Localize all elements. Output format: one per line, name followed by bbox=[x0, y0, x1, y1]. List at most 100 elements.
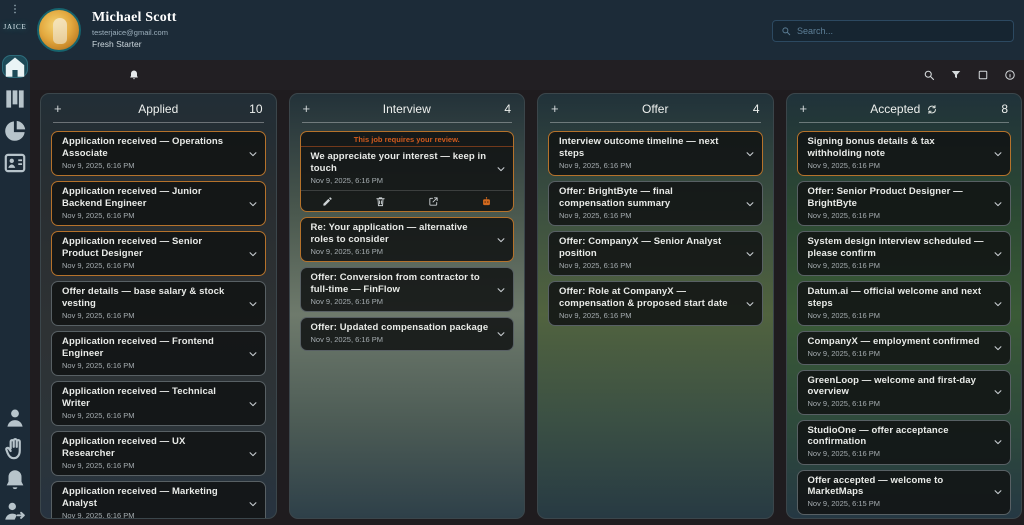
add-card-button[interactable]: + bbox=[799, 101, 808, 116]
sidebar-item-hand[interactable] bbox=[2, 437, 28, 460]
sidebar-item-profile[interactable] bbox=[2, 406, 28, 429]
ai-review-button[interactable] bbox=[460, 196, 513, 207]
chevron-down-icon[interactable] bbox=[993, 343, 1003, 353]
card-title: Interview outcome timeline — next steps bbox=[559, 136, 719, 159]
chevron-down-icon[interactable] bbox=[248, 449, 258, 459]
sidebar-item-board[interactable] bbox=[2, 87, 28, 110]
chevron-down-icon[interactable] bbox=[248, 199, 258, 209]
job-card[interactable]: Datum.ai — official welcome and next ste… bbox=[796, 281, 1011, 326]
job-card[interactable]: Application received — UX Researcher Nov … bbox=[51, 431, 266, 476]
card-date: Nov 9, 2025, 6:16 PM bbox=[310, 335, 384, 344]
card-body: We appreciate your interest — keep in to… bbox=[301, 147, 514, 190]
add-card-button[interactable]: + bbox=[54, 101, 62, 116]
add-card-button[interactable]: + bbox=[302, 101, 311, 116]
chevron-down-icon[interactable] bbox=[993, 249, 1003, 259]
chevron-down-icon[interactable] bbox=[496, 164, 506, 174]
card-title: Offer: Updated compensation package bbox=[310, 322, 489, 333]
job-card[interactable]: Interview outcome timeline — next steps N… bbox=[548, 131, 763, 176]
card-title: Re: Your application — alternative roles… bbox=[310, 222, 468, 245]
sidebar-item-home[interactable] bbox=[2, 55, 28, 78]
card-date: Nov 9, 2025, 6:16 PM bbox=[807, 449, 881, 458]
info-button[interactable] bbox=[1004, 69, 1016, 81]
refresh-icon[interactable] bbox=[926, 104, 937, 115]
card-date: Nov 9, 2025, 6:16 PM bbox=[807, 310, 881, 320]
chevron-down-icon[interactable] bbox=[745, 249, 755, 259]
search-input[interactable] bbox=[797, 26, 1005, 36]
search-icon bbox=[923, 69, 935, 81]
chevron-down-icon[interactable] bbox=[745, 299, 755, 309]
job-card[interactable]: Offer: CompanyX — Senior Analyst positio… bbox=[548, 231, 763, 276]
job-card[interactable]: Offer: Senior Product Designer — BrightB… bbox=[796, 181, 1011, 226]
card-title: Offer: Role at CompanyX — compensation &… bbox=[559, 286, 728, 309]
chevron-down-icon[interactable] bbox=[248, 299, 258, 309]
job-card[interactable]: Application received — Frontend Engineer… bbox=[51, 331, 266, 376]
sidebar-item-analytics[interactable] bbox=[2, 119, 28, 142]
job-card[interactable]: CompanyX — employment confirmed Nov 9, 20… bbox=[796, 331, 1011, 365]
job-card[interactable]: Application received — Technical Writer N… bbox=[51, 381, 266, 426]
job-card[interactable]: Application received — Marketing Analyst… bbox=[51, 481, 266, 518]
card-body: Offer: CompanyX — Senior Analyst positio… bbox=[549, 232, 762, 275]
job-card[interactable]: Application received — Senior Product De… bbox=[51, 231, 266, 276]
chevron-down-icon[interactable] bbox=[745, 199, 755, 209]
maximize-button[interactable] bbox=[977, 69, 989, 81]
column-offer: + Offer 4 Interview outcome timeline — next… bbox=[537, 93, 774, 519]
chevron-down-icon[interactable] bbox=[993, 487, 1003, 497]
card-date: Nov 9, 2025, 6:16 PM bbox=[62, 460, 135, 470]
job-card[interactable]: Signing bonus details & tax withholding … bbox=[796, 131, 1011, 176]
job-card[interactable]: GreenLoop — welcome and first-day overvi… bbox=[796, 369, 1011, 415]
card-body: Offer accepted — welcome to MarketMaps No… bbox=[798, 471, 1011, 514]
chevron-down-icon[interactable] bbox=[496, 285, 506, 295]
card-body: Offer: Updated compensation package Nov 9… bbox=[301, 318, 514, 350]
chevron-down-icon[interactable] bbox=[745, 149, 755, 159]
card-list: Interview outcome timeline — next steps N… bbox=[538, 123, 773, 518]
chevron-down-icon[interactable] bbox=[248, 499, 258, 509]
add-card-button[interactable]: + bbox=[551, 101, 559, 116]
open-external-button[interactable] bbox=[407, 196, 460, 207]
job-card[interactable]: Offer: Conversion from contractor to ful… bbox=[299, 267, 514, 312]
job-card[interactable]: Application received — Operations Associ… bbox=[51, 131, 266, 176]
chevron-down-icon[interactable] bbox=[248, 349, 258, 359]
job-card[interactable]: Offer: Role at CompanyX — compensation &… bbox=[548, 281, 763, 326]
chevron-down-icon[interactable] bbox=[248, 399, 258, 409]
job-card[interactable]: Offer details — base salary & stock vest… bbox=[51, 281, 266, 326]
chevron-down-icon[interactable] bbox=[248, 149, 258, 159]
chevron-down-icon[interactable] bbox=[993, 299, 1003, 309]
edit-button[interactable] bbox=[301, 196, 354, 207]
search-bar[interactable] bbox=[772, 20, 1014, 42]
column-title: Applied bbox=[138, 102, 178, 116]
card-title: GreenLoop — welcome and first-day overvi… bbox=[807, 374, 977, 398]
chevron-down-icon[interactable] bbox=[993, 387, 1003, 397]
menu-dots-icon[interactable] bbox=[9, 2, 21, 16]
job-card[interactable]: Offer: BrightByte — final compensation s… bbox=[548, 181, 763, 226]
chevron-down-icon[interactable] bbox=[993, 199, 1003, 209]
column-accepted: + Accepted 8 Signing bonus details & tax wi… bbox=[785, 93, 1022, 519]
sidebar-item-bell[interactable] bbox=[2, 468, 28, 491]
top-header: Michael Scott testerjaice@gmail.com Fres… bbox=[0, 0, 1024, 60]
bell-button[interactable] bbox=[128, 69, 140, 81]
sidebar-item-logout[interactable] bbox=[2, 499, 28, 522]
column-count: 10 bbox=[249, 102, 263, 116]
card-title: Offer: CompanyX — Senior Analyst positio… bbox=[559, 236, 722, 259]
delete-button[interactable] bbox=[354, 196, 407, 207]
job-card[interactable]: System design interview scheduled — plea… bbox=[796, 231, 1011, 276]
search-button[interactable] bbox=[923, 69, 935, 81]
job-card[interactable]: Offer: Updated compensation package Nov 9… bbox=[299, 317, 514, 351]
job-card[interactable]: This job requires your review. We appreci… bbox=[299, 131, 514, 212]
card-title: Application received — Frontend Engineer bbox=[62, 336, 214, 359]
chevron-down-icon[interactable] bbox=[993, 149, 1003, 159]
card-date: Nov 9, 2025, 6:16 PM bbox=[807, 399, 881, 408]
job-card[interactable]: Offer accepted — welcome to MarketMaps No… bbox=[796, 469, 1011, 515]
chevron-down-icon[interactable] bbox=[993, 437, 1003, 447]
filter-button[interactable] bbox=[950, 69, 962, 81]
job-card[interactable]: Application received — Junior Backend En… bbox=[51, 181, 266, 226]
card-date: Nov 9, 2025, 6:16 PM bbox=[62, 310, 135, 320]
chevron-down-icon[interactable] bbox=[496, 329, 506, 339]
card-date: Nov 9, 2025, 6:16 PM bbox=[62, 510, 135, 518]
job-card[interactable]: Re: Your application — alternative roles… bbox=[299, 217, 514, 262]
sidebar-item-id-card[interactable] bbox=[2, 151, 28, 174]
column-divider bbox=[301, 122, 512, 123]
chevron-down-icon[interactable] bbox=[248, 249, 258, 259]
job-card[interactable]: StudioOne — offer acceptance confirmatio… bbox=[796, 419, 1011, 465]
avatar[interactable] bbox=[37, 8, 81, 52]
chevron-down-icon[interactable] bbox=[496, 235, 506, 245]
